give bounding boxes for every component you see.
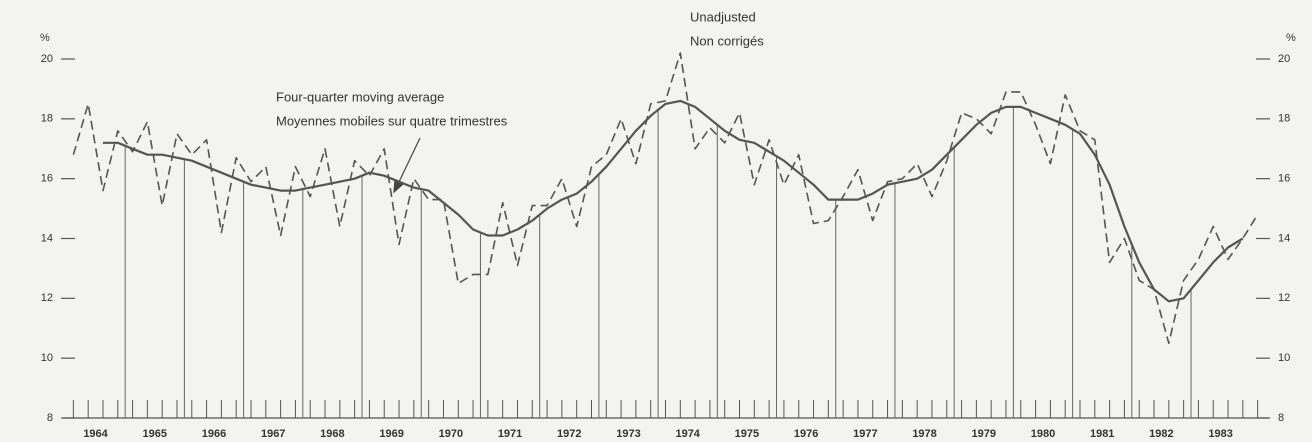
x-tick-label: 1968 [320,428,344,440]
series-line [103,99,1244,303]
x-tick-label: 1983 [1208,428,1232,440]
x-tick-label: 1973 [616,428,640,440]
x-tick-label: 1980 [1031,428,1055,440]
y2-tick-label: 16 [1278,173,1290,185]
x-tick-label: 1966 [202,428,226,440]
y2-tick-label: 10 [1278,352,1290,364]
y-tick-label: 8 [47,412,53,424]
x-tick-label: 1967 [261,428,285,440]
x-tick-label: 1964 [83,428,108,440]
y-tick-label: 20 [41,53,53,65]
x-tick-label: 1977 [853,428,877,440]
x-tick-label: 1979 [972,428,996,440]
x-tick-label: 1981 [1090,428,1114,440]
annotation: Four-quarter moving average [276,89,444,104]
y-tick-label: 12 [41,292,53,304]
x-tick-label: 1978 [912,428,936,440]
y2-tick-label: 20 [1278,53,1290,65]
x-tick-label: 1969 [379,428,403,440]
x-tick-label: 1974 [675,428,700,440]
y2-tick-label: 14 [1278,232,1290,244]
x-tick-label: 1970 [439,428,463,440]
x-tick-label: 1965 [143,428,167,440]
y-tick-label: 16 [41,173,53,185]
annotation: Non corrigés [690,33,764,48]
x-tick-label: 1971 [498,428,522,440]
y2-tick-label: 8 [1278,412,1284,424]
x-tick-label: 1982 [1149,428,1173,440]
y-tick-label: 18 [41,113,53,125]
y2-tick-label: 12 [1278,292,1290,304]
x-tick-label: 1976 [794,428,818,440]
y-unit: % [40,32,50,44]
annotation: Unadjusted [690,9,756,24]
y-tick-label: 10 [41,352,53,364]
x-tick-label: 1975 [735,428,759,440]
series-line [72,52,1259,344]
y2-tick-label: 18 [1278,113,1290,125]
y-tick-label: 14 [41,232,53,244]
y2-unit: % [1286,32,1296,44]
x-tick-label: 1972 [557,428,581,440]
annotation: Moyennes mobiles sur quatre trimestres [276,113,508,128]
